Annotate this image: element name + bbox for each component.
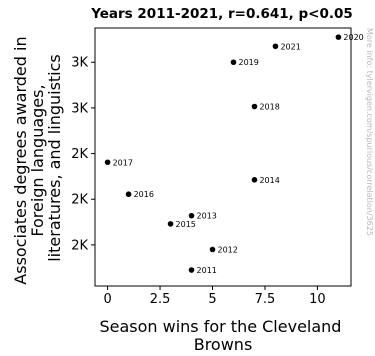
y-axis-label-line-3: literatures, and linguistics bbox=[45, 54, 64, 262]
point-label-2014: 2014 bbox=[259, 176, 279, 185]
data-point-2016 bbox=[125, 191, 132, 198]
data-point-2017 bbox=[104, 159, 111, 166]
point-label-2015: 2015 bbox=[176, 220, 196, 229]
data-point-2014 bbox=[251, 177, 258, 183]
x-tick-label: 7.5 bbox=[255, 292, 276, 307]
data-point-2019 bbox=[230, 59, 237, 66]
point-label-2018: 2018 bbox=[259, 103, 279, 112]
data-points: 2011 2012 2013 2014 2015 2016 2017 2018 2019 2020… bbox=[104, 33, 364, 275]
y-tick-label: 3K bbox=[71, 101, 88, 116]
y-tick-label: 3K bbox=[71, 56, 88, 71]
point-label-2012: 2012 bbox=[218, 245, 238, 254]
data-point-2015 bbox=[167, 221, 174, 227]
x-tick-label: 2.5 bbox=[150, 292, 171, 307]
data-point-2020 bbox=[335, 34, 342, 40]
data-point-2012 bbox=[209, 246, 216, 253]
y-tick-label: 2K bbox=[71, 193, 88, 208]
point-label-2019: 2019 bbox=[238, 58, 258, 67]
y-axis: 2K 2K 2K 3K 3K bbox=[71, 56, 95, 253]
point-label-2011: 2011 bbox=[197, 266, 217, 275]
x-axis-label: Season wins for the Cleveland Browns bbox=[99, 317, 346, 354]
point-label-2021: 2021 bbox=[280, 42, 300, 51]
point-label-2017: 2017 bbox=[113, 158, 133, 167]
x-axis-label-line-2: Browns bbox=[194, 335, 253, 354]
data-point-2013 bbox=[188, 212, 195, 219]
point-label-2020: 2020 bbox=[343, 33, 363, 42]
y-axis-label-line-2: Foreign languages, bbox=[28, 84, 47, 236]
point-label-2016: 2016 bbox=[134, 190, 154, 199]
data-point-2021 bbox=[272, 43, 279, 50]
point-label-2013: 2013 bbox=[197, 212, 217, 221]
chart-title: Years 2011-2021, r=0.641, p<0.05 bbox=[90, 6, 353, 22]
y-axis-label-line-1: Associates degrees awarded in bbox=[11, 36, 30, 284]
x-tick-label: 5 bbox=[208, 292, 216, 307]
data-point-2011 bbox=[188, 267, 195, 273]
x-axis: 0 2.5 5 7.5 10 bbox=[103, 286, 326, 307]
y-tick-label: 2K bbox=[71, 147, 88, 162]
x-axis-label-line-1: Season wins for the Cleveland bbox=[99, 317, 341, 336]
x-tick-label: 10 bbox=[309, 292, 326, 307]
watermark-text: More info: tylervigen.com/spurious/corre… bbox=[365, 28, 374, 236]
y-axis-label: Associates degrees awarded in Foreign la… bbox=[11, 31, 64, 284]
data-point-2018 bbox=[251, 103, 258, 110]
y-tick-label: 2K bbox=[71, 238, 88, 253]
x-tick-label: 0 bbox=[103, 292, 111, 307]
plot-area bbox=[94, 27, 352, 287]
